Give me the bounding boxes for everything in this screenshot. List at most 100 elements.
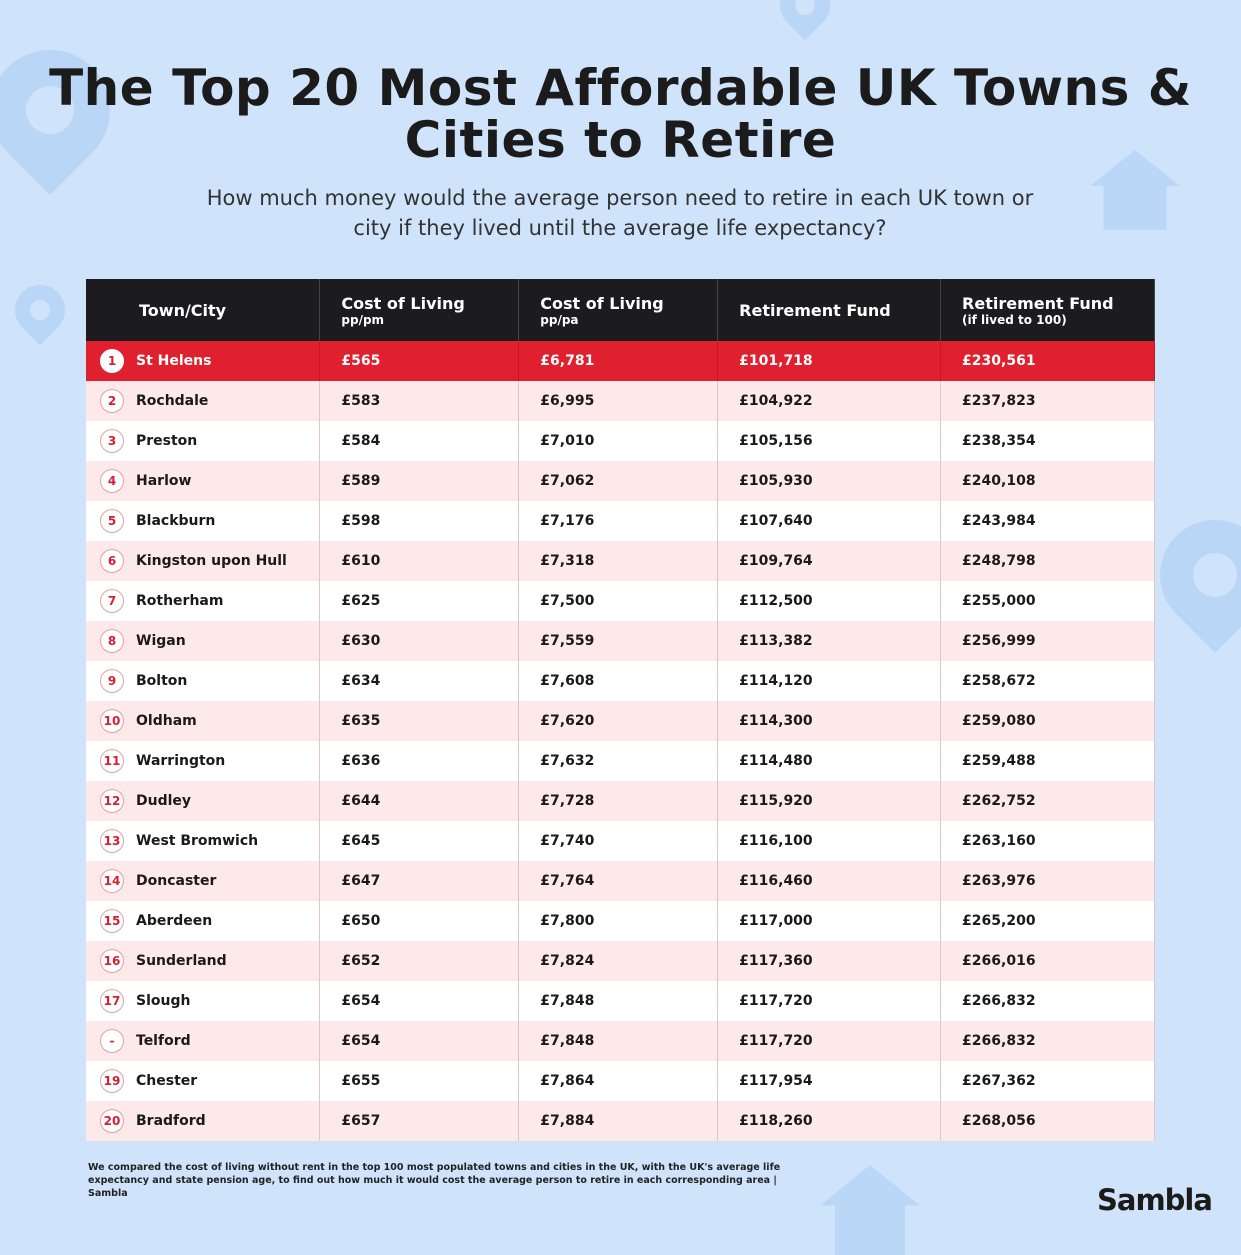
cost-pa-cell: £7,559	[518, 621, 719, 661]
cost-pm-cell: £634	[319, 661, 520, 701]
retirement-fund-cell: £116,100	[717, 821, 942, 861]
table-row: 15 Aberdeen £650 £7,800 £117,000 £265,200	[86, 901, 1155, 941]
city-cell: 14 Doncaster	[86, 861, 321, 901]
retirement-fund-cell: £105,930	[717, 461, 942, 501]
city-name: Bradford	[136, 1113, 206, 1129]
city-name: Bolton	[136, 673, 188, 689]
table-row: 8 Wigan £630 £7,559 £113,382 £256,999	[86, 621, 1155, 661]
table-row: 5 Blackburn £598 £7,176 £107,640 £243,984	[86, 501, 1155, 541]
column-header: Cost of Living pp/pa	[518, 279, 719, 341]
city-cell: 20 Bradford	[86, 1101, 321, 1141]
retirement-fund-cell: £114,300	[717, 701, 942, 741]
column-header: Retirement Fund (if lived to 100)	[940, 279, 1155, 341]
city-cell: 3 Preston	[86, 421, 321, 461]
retirement-fund-cell: £107,640	[717, 501, 942, 541]
city-name: Doncaster	[136, 873, 217, 889]
table-row: 14 Doncaster £647 £7,764 £116,460 £263,976	[86, 861, 1155, 901]
retirement-fund-100-cell: £237,823	[940, 381, 1155, 421]
retirement-fund-100-cell: £265,200	[940, 901, 1155, 941]
city-name: Sunderland	[136, 953, 227, 969]
city-name: Dudley	[136, 793, 192, 809]
retirement-table: Town/City Cost of Living pp/pm Cost of Livi…	[86, 279, 1155, 1141]
retirement-fund-cell: £113,382	[717, 621, 942, 661]
sambla-logo: Sambla	[1097, 1183, 1213, 1217]
rank-badge: -	[100, 1029, 124, 1053]
rank-badge: 17	[100, 989, 124, 1013]
table-row: 20 Bradford £657 £7,884 £118,260 £268,056	[86, 1101, 1155, 1141]
retirement-fund-cell: £104,922	[717, 381, 942, 421]
table-header-row: Town/City Cost of Living pp/pm Cost of Livi…	[86, 279, 1155, 341]
rank-badge: 10	[100, 709, 124, 733]
cost-pm-cell: £630	[319, 621, 520, 661]
rank-badge: 4	[100, 469, 124, 493]
location-pin-icon	[769, 0, 841, 41]
city-cell: 1 St Helens	[86, 341, 321, 381]
cost-pm-cell: £655	[319, 1061, 520, 1101]
retirement-fund-100-cell: £230,561	[940, 341, 1155, 381]
house-icon	[820, 1165, 920, 1255]
retirement-fund-100-cell: £238,354	[940, 421, 1155, 461]
retirement-fund-100-cell: £258,672	[940, 661, 1155, 701]
cost-pa-cell: £7,740	[518, 821, 719, 861]
city-name: Warrington	[136, 753, 226, 769]
table-row: 13 West Bromwich £645 £7,740 £116,100 £263,16…	[86, 821, 1155, 861]
retirement-fund-cell: £117,720	[717, 981, 942, 1021]
retirement-fund-100-cell: £266,016	[940, 941, 1155, 981]
table-row: 10 Oldham £635 £7,620 £114,300 £259,080	[86, 701, 1155, 741]
city-name: Telford	[136, 1033, 191, 1049]
retirement-fund-cell: £117,720	[717, 1021, 942, 1061]
city-cell: 16 Sunderland	[86, 941, 321, 981]
retirement-fund-cell: £112,500	[717, 581, 942, 621]
cost-pa-cell: £6,781	[518, 341, 719, 381]
retirement-fund-100-cell: £262,752	[940, 781, 1155, 821]
rank-badge: 12	[100, 789, 124, 813]
city-name: St Helens	[136, 353, 212, 369]
cost-pa-cell: £7,608	[518, 661, 719, 701]
city-name: Aberdeen	[136, 913, 213, 929]
retirement-fund-100-cell: £259,080	[940, 701, 1155, 741]
retirement-fund-cell: £117,954	[717, 1061, 942, 1101]
retirement-fund-100-cell: £263,976	[940, 861, 1155, 901]
city-cell: 15 Aberdeen	[86, 901, 321, 941]
retirement-fund-cell: £118,260	[717, 1101, 942, 1141]
rank-badge: 5	[100, 509, 124, 533]
retirement-fund-100-cell: £255,000	[940, 581, 1155, 621]
column-header-label: Cost of Living	[341, 293, 465, 313]
table-row: - Telford £654 £7,848 £117,720 £266,832	[86, 1021, 1155, 1061]
city-name: Wigan	[136, 633, 186, 649]
rank-badge: 19	[100, 1069, 124, 1093]
rank-badge: 16	[100, 949, 124, 973]
column-header-label: Retirement Fund	[739, 300, 891, 320]
table-row: 1 St Helens £565 £6,781 £101,718 £230,561	[86, 341, 1155, 381]
cost-pa-cell: £7,864	[518, 1061, 719, 1101]
city-cell: 19 Chester	[86, 1061, 321, 1101]
rank-badge: 14	[100, 869, 124, 893]
cost-pm-cell: £652	[319, 941, 520, 981]
retirement-fund-100-cell: £268,056	[940, 1101, 1155, 1141]
retirement-fund-cell: £105,156	[717, 421, 942, 461]
cost-pm-cell: £650	[319, 901, 520, 941]
cost-pa-cell: £7,010	[518, 421, 719, 461]
cost-pm-cell: £654	[319, 1021, 520, 1061]
city-cell: 12 Dudley	[86, 781, 321, 821]
rank-badge: 7	[100, 589, 124, 613]
rank-badge: 3	[100, 429, 124, 453]
cost-pm-cell: £636	[319, 741, 520, 781]
cost-pm-cell: £565	[319, 341, 520, 381]
cost-pa-cell: £7,884	[518, 1101, 719, 1141]
retirement-fund-cell: £114,480	[717, 741, 942, 781]
cost-pa-cell: £7,848	[518, 1021, 719, 1061]
cost-pa-cell: £7,848	[518, 981, 719, 1021]
cost-pa-cell: £7,620	[518, 701, 719, 741]
column-header-label: Cost of Living	[540, 293, 664, 313]
table-row: 16 Sunderland £652 £7,824 £117,360 £266,016	[86, 941, 1155, 981]
city-name: Rochdale	[136, 393, 209, 409]
cost-pa-cell: £7,824	[518, 941, 719, 981]
cost-pm-cell: £583	[319, 381, 520, 421]
city-name: Preston	[136, 433, 198, 449]
retirement-fund-100-cell: £240,108	[940, 461, 1155, 501]
retirement-fund-100-cell: £266,832	[940, 1021, 1155, 1061]
table-row: 9 Bolton £634 £7,608 £114,120 £258,672	[86, 661, 1155, 701]
city-name: Kingston upon Hull	[136, 553, 287, 569]
city-name: Blackburn	[136, 513, 216, 529]
